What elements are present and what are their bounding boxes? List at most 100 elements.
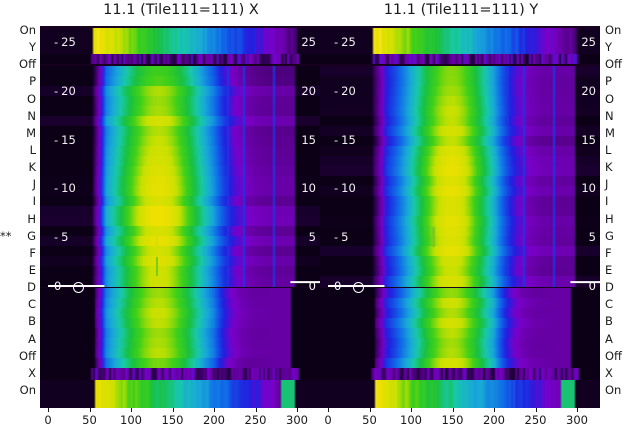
heatmap-row	[320, 226, 600, 237]
heatmap-row	[40, 266, 320, 277]
speckle-row-top	[40, 54, 320, 64]
y-tick-label-15: 15	[581, 132, 596, 147]
side-label-c: C	[605, 297, 614, 312]
x-tick-label-100: 100	[120, 413, 142, 427]
heatmap-row	[40, 156, 320, 167]
y-tick-label-15: -15	[334, 132, 356, 147]
heatmap-row	[40, 226, 320, 237]
side-label-p: P	[29, 74, 36, 89]
heatmap-row-lower	[40, 308, 320, 319]
side-label-on: On	[605, 383, 622, 397]
side-label-f: F	[29, 245, 36, 260]
side-label-i: I	[32, 194, 36, 209]
side-label-o: O	[605, 91, 615, 106]
x-tick-mark	[577, 408, 578, 412]
side-label-off: Off	[19, 57, 36, 72]
side-label-column-right: On Y Off P O N M L K J I H G F E D C B A Off X On	[600, 23, 640, 408]
heatmap-row-lower	[320, 348, 600, 359]
colorbar-strip-top	[320, 28, 600, 54]
heatmap-row	[40, 186, 320, 197]
heatmap-row-lower	[40, 328, 320, 339]
x-tick-mark	[131, 408, 132, 412]
side-label-b: B	[28, 314, 36, 329]
y-tick-label-0: 0	[588, 279, 596, 293]
heatmap-row	[320, 176, 600, 187]
side-label-k: K	[605, 160, 613, 175]
y-tick-label-15: -15	[54, 132, 76, 147]
x-tick-label-0: 0	[324, 413, 332, 427]
heatmap-row	[320, 266, 600, 277]
marker-stripe	[155, 256, 159, 277]
heatmap-row	[40, 86, 320, 97]
speckle-row-top	[320, 54, 600, 64]
x-tick-label-150: 150	[161, 413, 184, 427]
heatmap-row	[320, 146, 600, 157]
y-tick-label-25: 25	[581, 35, 596, 49]
heatmap-row	[320, 216, 600, 227]
x-tick-label-250: 250	[244, 413, 267, 427]
heatmap-row	[320, 206, 600, 217]
side-label-m: M	[26, 125, 36, 140]
side-label-on: On	[605, 23, 622, 37]
side-label-o: O	[26, 91, 36, 106]
x-tick-mark	[172, 408, 174, 412]
colorbar-strip-bottom	[320, 380, 600, 408]
side-label-e: E	[605, 263, 613, 277]
side-label-on: On	[19, 23, 36, 37]
x-tick-mark	[48, 408, 49, 412]
x-tick-label-200: 200	[203, 413, 225, 427]
x-tick-mark	[89, 408, 91, 412]
y-tick-label-0: 0	[334, 279, 342, 293]
x-tick-label-50: 50	[82, 413, 97, 427]
x-tick-label-50: 50	[362, 413, 377, 427]
side-label-g: G	[27, 228, 36, 243]
y-tick-label-5: 5	[308, 230, 316, 245]
side-label-b: B	[605, 314, 613, 329]
y-tick-label-10: -10	[334, 181, 356, 196]
heatmap-row-lower	[40, 358, 320, 369]
x-tick-mark	[369, 408, 371, 412]
heatmap-row	[320, 86, 600, 97]
heatmap-row	[40, 126, 320, 137]
y-tick-label-20: -20	[54, 83, 76, 98]
x-tick-mark	[328, 408, 329, 412]
side-label-g: G	[605, 228, 614, 243]
side-label-n: N	[605, 108, 614, 123]
heatmap-row	[320, 116, 600, 127]
y-tick-label-10: 10	[581, 181, 596, 196]
side-label-d: D	[605, 280, 614, 295]
side-label-h: H	[605, 211, 614, 226]
y-tick-label-10: -10	[54, 181, 76, 196]
heatmap-row-lower	[40, 318, 320, 329]
heatmap-row	[40, 96, 320, 107]
heatmap-row	[40, 136, 320, 147]
colorbar-strip-top	[40, 28, 320, 54]
side-label-off: Off	[605, 348, 622, 363]
heatmap-row-lower	[40, 288, 320, 299]
side-label-on: On	[19, 383, 36, 397]
x-axis-right: 0 50 100 150 200 250 300	[320, 408, 600, 440]
zero-origin-marker	[73, 281, 85, 293]
heatmap-row	[320, 66, 600, 77]
y-tick-label-0: 0	[54, 279, 62, 293]
side-label-j: J	[32, 177, 36, 192]
heatmap-panel-y[interactable]: -25 25 -20 20 -15 15 -10 10 -5 5 0 0	[320, 26, 600, 408]
x-tick-mark	[494, 408, 495, 412]
x-tick-mark	[452, 408, 454, 412]
side-label-h: H	[27, 211, 36, 226]
heatmap-panel-x[interactable]: -25 25 -20 20 -15 15 -10 10 -5 5 0 0	[40, 26, 320, 408]
heatmap-row-lower	[320, 358, 600, 369]
heatmap-row	[40, 206, 320, 217]
x-tick-label-150: 150	[441, 413, 464, 427]
panel-title-x: 11.1 (Tile111=111) X	[103, 2, 259, 18]
heatmap-row	[320, 106, 600, 117]
heatmap-row	[40, 256, 320, 267]
side-label-n: N	[27, 108, 36, 123]
heatmap-row	[40, 116, 320, 127]
side-label-p: P	[605, 74, 612, 89]
side-label-e: E	[28, 263, 36, 277]
heatmap-row	[40, 246, 320, 257]
heatmap-row-lower	[320, 288, 600, 299]
heatmap-row	[40, 196, 320, 207]
y-tick-label-10: 10	[301, 181, 316, 196]
